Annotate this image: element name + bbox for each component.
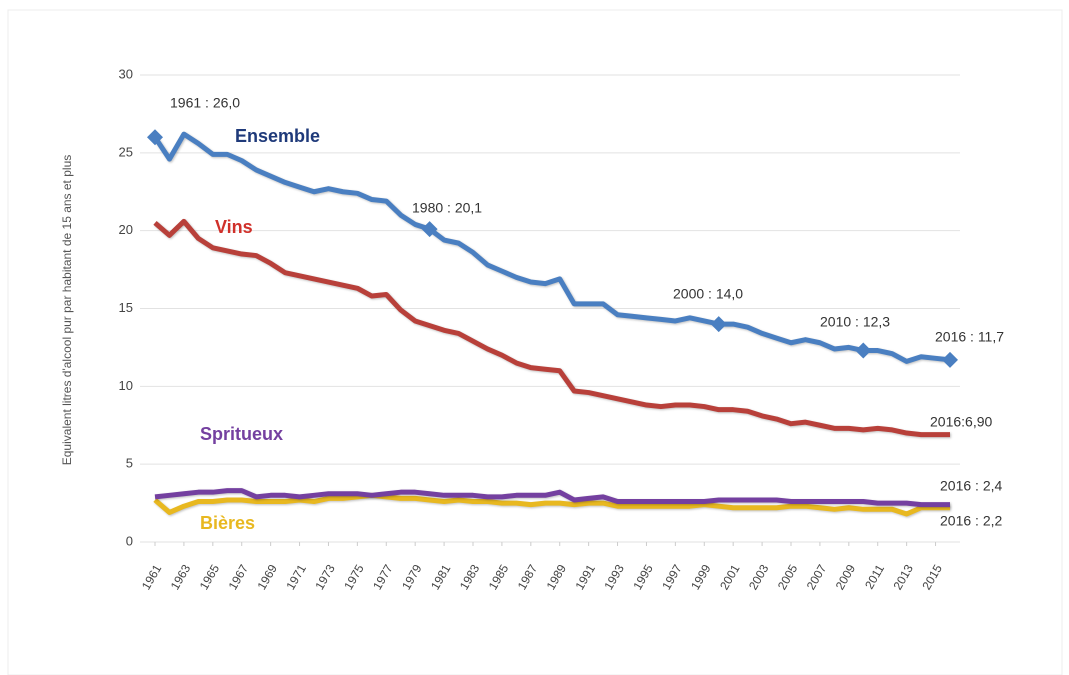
x-tick-label: 1963 [168,562,194,592]
x-tick-label: 1969 [255,562,281,592]
x-tick-label: 1961 [139,562,165,592]
frame [7,9,1063,675]
y-tick-label: 5 [126,456,133,471]
x-tick-label: 1975 [341,562,367,592]
x-tick-label: 1973 [312,562,338,592]
point-marker [421,221,438,238]
series-line [154,488,950,508]
y-tick-label: 0 [126,533,133,548]
x-tick-label: 2001 [717,562,743,592]
series-label: Spritueux [200,424,283,444]
x-tick-label: 2005 [775,562,801,592]
x-tick-label: 1989 [544,562,570,592]
annotation: 2016 : 2,4 [940,478,1002,494]
annotation: 2016 : 11,7 [935,329,1004,345]
x-tick-label: 1971 [283,562,309,592]
x-tick-label: 1995 [630,562,656,592]
series-label: Ensemble [235,126,320,146]
point-marker [942,351,958,368]
x-tick-label: 1997 [659,562,685,592]
y-tick-label: 20 [119,222,133,237]
annotation: 2016:6,90 [930,414,992,430]
x-tick-label: 2015 [919,562,945,592]
annotation: 1980 : 20,1 [412,200,482,216]
series-line [153,218,950,438]
y-tick-label: 15 [119,300,133,315]
x-tick-label: 1999 [688,562,714,592]
y-tick-label: 25 [119,144,133,159]
x-tick-label: 1985 [486,562,512,592]
x-tick-label: 1965 [197,562,223,592]
x-tick-label: 1983 [457,562,483,592]
y-tick-label: 10 [119,378,133,393]
x-tick-label: 1977 [370,562,396,592]
x-tick-label: 1991 [573,562,599,592]
series-label: Bières [200,513,255,533]
x-tick-label: 1967 [226,562,252,592]
x-tick-label: 2013 [891,562,917,592]
x-tick-label: 1979 [399,562,425,592]
x-tick-label: 2011 [862,562,887,592]
point-marker [855,342,872,359]
y-axis-label: Equivalent litres d'alcool pur par habit… [60,155,74,466]
series-line [152,131,951,364]
x-tick-label: 1987 [515,562,541,592]
annotation: 2010 : 12,3 [820,314,890,330]
x-tick-label: 2003 [746,562,772,592]
y-tick-label: 30 [119,66,133,81]
point-marker [710,316,727,333]
x-tick-label: 2009 [833,562,859,592]
annotation: 2016 : 2,2 [940,513,1002,529]
point-marker [147,129,163,146]
x-tick-label: 2007 [804,562,830,592]
series-label: Vins [215,217,253,237]
annotation: 2000 : 14,0 [673,286,743,302]
x-tick-label: 1993 [601,562,627,592]
x-tick-label: 1981 [428,562,454,592]
annotation: 1961 : 26,0 [170,95,240,111]
series-line [153,492,950,517]
